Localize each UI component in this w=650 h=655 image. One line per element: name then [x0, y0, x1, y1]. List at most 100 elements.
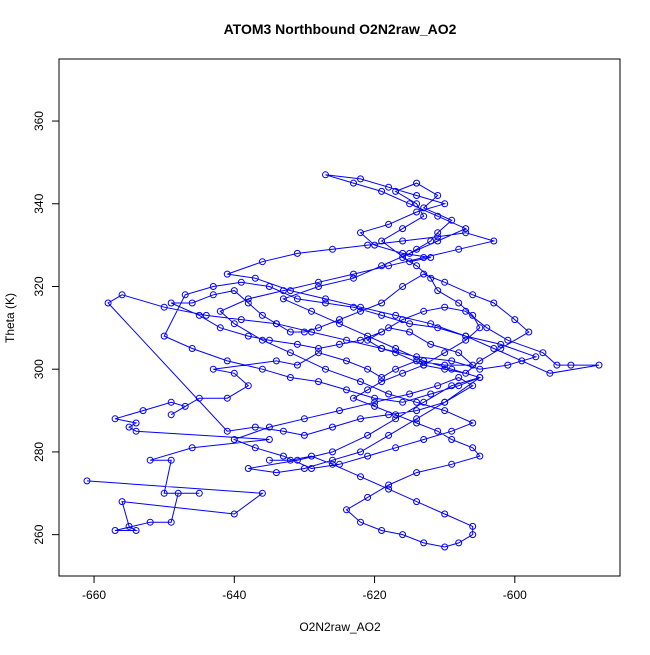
data-point: [308, 465, 315, 472]
data-point: [378, 237, 386, 245]
data-point: [413, 208, 421, 216]
data-point: [300, 328, 308, 336]
data-point: [406, 390, 414, 398]
data-point: [455, 382, 463, 390]
data-point: [244, 465, 252, 472]
data-point: [258, 311, 266, 319]
data-point: [251, 274, 259, 282]
data-point: [293, 249, 301, 257]
data-point: [272, 320, 280, 328]
data-point: [392, 311, 400, 319]
data-point: [420, 436, 428, 443]
data-point: [413, 415, 421, 423]
data-point: [399, 254, 407, 261]
data-point: [167, 518, 175, 526]
data-point: [125, 423, 133, 431]
data-point: [139, 407, 147, 415]
data-point: [357, 378, 364, 386]
x-tick-label: -620: [363, 588, 387, 602]
data-point: [364, 386, 372, 394]
data-point: [399, 249, 407, 257]
data-point: [286, 456, 294, 464]
data-point: [265, 283, 273, 290]
data-point: [357, 175, 364, 183]
chart-title: ATOM3 Northbound O2N2raw_AO2: [224, 21, 457, 37]
data-point: [378, 299, 386, 307]
data-point: [230, 287, 238, 295]
data-point: [399, 237, 407, 245]
data-point: [476, 374, 484, 381]
data-point: [392, 415, 400, 423]
data-point: [441, 510, 449, 518]
data-point: [350, 274, 357, 282]
data-point: [413, 419, 421, 427]
data-point: [315, 378, 322, 386]
data-point: [378, 262, 386, 270]
data-point: [315, 345, 322, 352]
data-point: [455, 299, 463, 307]
data-point: [357, 336, 364, 344]
data-point: [448, 460, 456, 468]
data-point: [322, 365, 329, 373]
data-point: [413, 262, 421, 270]
data-point: [258, 365, 266, 373]
data-point: [497, 340, 505, 348]
data-point: [371, 394, 379, 402]
data-point: [104, 299, 112, 307]
data-point: [539, 349, 547, 357]
data-point: [322, 171, 329, 179]
data-point: [385, 183, 393, 191]
data-point: [132, 419, 140, 427]
data-point: [441, 278, 449, 286]
data-point: [293, 295, 301, 303]
data-point: [216, 307, 224, 315]
data-point: [462, 229, 470, 237]
data-point: [462, 307, 470, 315]
data-point: [385, 220, 393, 228]
data-point: [420, 254, 428, 261]
data-point: [230, 436, 238, 443]
data-point: [364, 336, 372, 344]
data-point: [343, 506, 350, 514]
y-tick-label: 360: [32, 111, 46, 131]
data-point: [413, 200, 421, 208]
data-point: [448, 382, 456, 390]
data-point: [448, 357, 456, 365]
data-point: [392, 444, 400, 452]
data-point: [315, 283, 322, 290]
data-point: [420, 270, 428, 278]
data-point: [357, 307, 364, 315]
data-point: [518, 357, 526, 365]
data-point: [448, 436, 456, 443]
series-layer: [83, 171, 603, 551]
data-point: [286, 287, 294, 295]
data-point: [343, 386, 350, 394]
data-point: [300, 415, 308, 423]
data-point: [462, 332, 470, 340]
data-point: [230, 510, 238, 518]
data-point: [427, 254, 435, 261]
data-point: [132, 527, 140, 534]
series-line: [86, 174, 600, 548]
data-point: [209, 365, 217, 373]
y-axis: 260 280 300 320 340 360: [32, 111, 60, 545]
data-point: [209, 283, 217, 290]
data-point: [315, 349, 322, 357]
data-point: [455, 374, 463, 381]
data-point: [406, 328, 414, 336]
data-point: [371, 241, 379, 249]
data-point: [329, 460, 336, 468]
y-tick-label: 340: [32, 193, 46, 213]
data-point: [357, 448, 364, 456]
data-point: [279, 452, 287, 460]
data-point: [167, 299, 175, 307]
data-point: [202, 311, 210, 319]
data-point: [343, 336, 350, 344]
data-point: [378, 311, 386, 319]
data-point: [385, 481, 393, 489]
data-point: [167, 411, 175, 419]
data-point: [490, 299, 498, 307]
data-point: [441, 303, 449, 311]
data-point: [399, 225, 407, 233]
